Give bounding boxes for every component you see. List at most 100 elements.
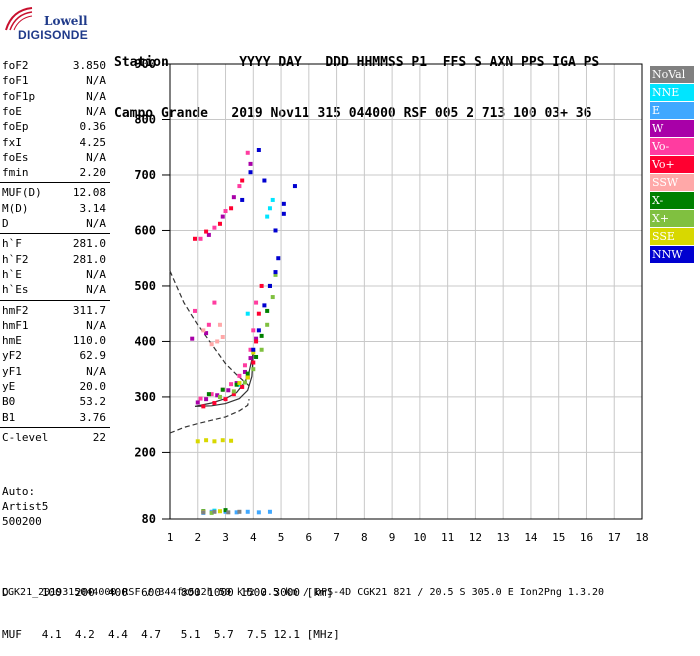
param-key: yF1 bbox=[2, 364, 22, 378]
param-value: 4.25 bbox=[79, 135, 107, 149]
param-row: h`F 281.0 bbox=[2, 236, 106, 252]
param-value: 281.0 bbox=[72, 252, 106, 266]
legend-item-w: W bbox=[650, 120, 694, 137]
file-info-footer: CGK21_2019315044000.RSF / 344fx512h 50 k… bbox=[2, 587, 605, 598]
echo-point-vo- bbox=[229, 206, 234, 211]
echo-point-nnw bbox=[292, 184, 297, 189]
param-separator bbox=[0, 182, 110, 184]
param-row: M(D) 3.14 bbox=[2, 201, 106, 217]
param-row: MUF(D) 12.08 bbox=[2, 185, 106, 201]
auto-label: Auto: bbox=[2, 485, 36, 498]
echo-point-x- bbox=[217, 394, 222, 399]
echo-point-vo- bbox=[256, 311, 261, 316]
muf-frequency-row: MUF 4.1 4.2 4.4 4.7 5.1 5.7 7.5 12.1 [MH… bbox=[2, 628, 340, 641]
echo-point-ssw bbox=[217, 322, 222, 327]
echo-point-vo- bbox=[192, 308, 197, 313]
echo-point-nnw bbox=[256, 148, 261, 153]
echo-point-nnw bbox=[276, 256, 281, 261]
echo-point-ssw bbox=[209, 342, 214, 347]
param-value: 3.76 bbox=[79, 410, 107, 424]
param-key: M(D) bbox=[2, 201, 29, 215]
echo-point-noval bbox=[237, 509, 242, 514]
echo-point-x- bbox=[254, 354, 259, 359]
echo-point-w bbox=[254, 336, 259, 341]
x-tick-label: 11 bbox=[441, 531, 454, 544]
echo-point-vo- bbox=[242, 363, 247, 368]
param-row: fxI 4.25 bbox=[2, 135, 106, 151]
x-tick-label: 3 bbox=[222, 531, 229, 544]
lowell-digisonde-logo: Lowell DIGISONDE bbox=[4, 4, 96, 48]
param-separator bbox=[0, 299, 110, 301]
echo-point-vo- bbox=[251, 360, 256, 365]
echo-point-nnw bbox=[256, 328, 261, 333]
echo-point-x- bbox=[265, 322, 270, 327]
param-key: D bbox=[2, 217, 9, 230]
echo-point-nnw bbox=[248, 170, 253, 175]
echo-point-noval bbox=[201, 510, 206, 515]
echo-point-noval bbox=[226, 510, 231, 515]
echo-point-nnw bbox=[251, 347, 256, 352]
autoscaling-info: Auto: Artist5 500200 bbox=[2, 484, 48, 529]
legend-item-x-: X- bbox=[650, 192, 694, 209]
echo-point-w bbox=[248, 356, 253, 361]
param-row: foF1p N/A bbox=[2, 89, 106, 105]
param-key: C-level bbox=[2, 430, 49, 444]
param-value: N/A bbox=[86, 318, 106, 332]
echo-point-ssw bbox=[215, 339, 220, 344]
x-tick-label: 15 bbox=[552, 531, 565, 544]
param-row: hmE 110.0 bbox=[2, 333, 106, 349]
echo-point-nnw bbox=[281, 211, 286, 216]
station-header: Station YYYY DAY DDD HHMMSS P1 FFS S AXN… bbox=[114, 20, 599, 139]
artist-code: 500200 bbox=[2, 515, 42, 528]
echo-point-vo- bbox=[254, 339, 259, 344]
x-tick-label: 13 bbox=[497, 531, 510, 544]
x-tick-label: 18 bbox=[635, 531, 648, 544]
echo-point-sse bbox=[229, 438, 234, 443]
echo-point-sse bbox=[245, 375, 250, 380]
param-value: 20.0 bbox=[79, 380, 107, 393]
param-row: h`Es N/A bbox=[2, 282, 106, 298]
echo-point-w bbox=[204, 331, 209, 336]
echo-point-vo- bbox=[223, 209, 228, 214]
echo-point-vo- bbox=[212, 300, 217, 305]
muf-distance-row: D 100 200 400 600 800 1000 1500 3000 [km… bbox=[2, 586, 334, 599]
echo-point-e bbox=[267, 509, 272, 514]
x-tick-label: 5 bbox=[278, 531, 285, 544]
echo-point-vo- bbox=[217, 221, 222, 226]
param-key: yE bbox=[2, 380, 16, 393]
param-row: yE 20.0 bbox=[2, 379, 106, 395]
echo-point-sse bbox=[217, 509, 222, 514]
echo-point-w bbox=[195, 400, 200, 405]
param-value: N/A bbox=[86, 89, 106, 103]
y-tick-label: 400 bbox=[134, 334, 156, 348]
echo-point-vo- bbox=[248, 347, 253, 352]
legend-item-vo-: Vo- bbox=[650, 138, 694, 155]
echo-point-vo- bbox=[198, 236, 203, 241]
param-value: 2.20 bbox=[79, 166, 107, 180]
echo-point-vo- bbox=[192, 236, 197, 241]
logo-text-digisonde: DIGISONDE bbox=[18, 28, 89, 42]
echo-point-vo- bbox=[237, 184, 242, 189]
y-tick-label: 700 bbox=[134, 168, 156, 182]
echo-point-nnw bbox=[262, 178, 267, 183]
y-tick-label: 300 bbox=[134, 390, 156, 404]
echo-point-e bbox=[234, 510, 239, 515]
echo-point-nne bbox=[245, 311, 250, 316]
echo-point-x- bbox=[234, 382, 239, 387]
echo-point-w bbox=[206, 232, 211, 237]
x-tick-label: 2 bbox=[194, 531, 201, 544]
plot-frame bbox=[169, 63, 643, 520]
echo-point-x- bbox=[220, 387, 225, 392]
echo-point-e bbox=[245, 509, 250, 514]
legend-item-sse: SSE bbox=[650, 228, 694, 245]
param-value: 110.0 bbox=[72, 334, 106, 348]
param-value: 62.9 bbox=[79, 349, 107, 363]
echo-point-nnw bbox=[267, 283, 272, 288]
echo-point-nnw bbox=[281, 201, 286, 206]
param-value: 3.850 bbox=[72, 59, 106, 72]
param-row: h`F2 281.0 bbox=[2, 252, 106, 268]
param-row: h`E N/A bbox=[2, 267, 106, 283]
param-value: 12.08 bbox=[72, 186, 106, 200]
echo-point-vo- bbox=[254, 300, 259, 305]
echo-point-w bbox=[204, 397, 209, 402]
